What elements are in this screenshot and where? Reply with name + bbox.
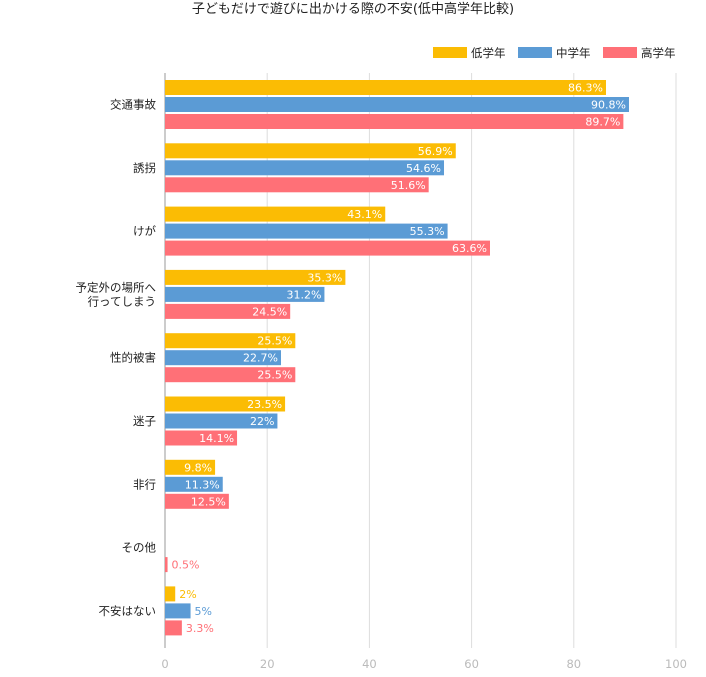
chart-title: 子どもだけで遊びに出かける際の不安(低中高学年比較) [192, 1, 514, 17]
data-label-1-3: 89.7% [585, 116, 620, 129]
bar-9-3 [165, 620, 182, 636]
category-label-7: 非行 [133, 477, 156, 491]
legend-label-1: 低学年 [471, 46, 506, 60]
data-label-9-1: 2% [179, 588, 196, 601]
x-tick-label-80: 80 [566, 657, 581, 671]
category-label-3: けが [133, 224, 156, 238]
x-axis-ticks: 0 20 40 60 80 100 [161, 657, 687, 671]
data-label-2-2: 54.6% [406, 162, 441, 175]
bar-2-2 [165, 160, 445, 176]
bar-7-3 [165, 493, 229, 509]
data-label-2-3: 51.6% [391, 179, 426, 192]
bar-1-2 [165, 97, 629, 112]
data-label-5-1: 25.5% [257, 335, 292, 348]
data-label-6-1: 23.5% [247, 398, 282, 411]
x-tick-label-60: 60 [464, 657, 479, 671]
legend-label-3: 高学年 [641, 46, 676, 60]
bar-5-3 [165, 367, 296, 383]
legend-swatch-2 [518, 47, 552, 58]
data-label-9-2: 5% [195, 605, 212, 618]
data-label-4-1: 35.3% [307, 271, 342, 284]
category-label-4-line-2: 行ってしまう [88, 294, 156, 308]
bar-4-3 [165, 303, 291, 319]
legend: 低学年 中学年 高学年 [433, 46, 676, 60]
category-label-1: 交通事故 [110, 98, 156, 112]
bar-6-1 [165, 396, 286, 412]
data-label-3-1: 43.1% [347, 208, 382, 221]
data-label-9-3: 3.3% [186, 622, 214, 635]
bar-2-3 [165, 177, 429, 193]
x-tick-label-40: 40 [362, 657, 377, 671]
data-label-4-3: 24.5% [252, 305, 287, 318]
x-tick-label-0: 0 [161, 657, 168, 671]
data-label-5-3: 25.5% [257, 369, 292, 382]
bar-6-3 [165, 430, 238, 446]
data-label-1-1: 86.3% [568, 82, 603, 95]
x-tick-label-100: 100 [665, 657, 687, 671]
category-label-5: 性的被害 [110, 351, 156, 365]
legend-swatch-1 [433, 47, 467, 58]
bar-3-2 [165, 223, 448, 239]
category-label-9: 不安はない [99, 604, 157, 618]
data-label-6-3: 14.1% [199, 432, 234, 445]
bar-5-2 [165, 350, 281, 366]
data-label-6-2: 22% [250, 415, 274, 428]
legend-label-2: 中学年 [556, 46, 591, 60]
data-label-4-2: 31.2% [286, 288, 321, 301]
data-label-2-1: 56.9% [418, 145, 453, 158]
x-tick-label-20: 20 [260, 657, 275, 671]
bar-8-3 [165, 557, 168, 573]
bar-4-1 [165, 269, 346, 285]
bar-7-1 [165, 459, 216, 475]
data-label-1-2: 90.8% [591, 99, 626, 112]
data-label-7-1: 9.8% [184, 461, 212, 474]
bars: 86.3% 90.8% 89.7% 56.9% 54.6% 51.6% 43.1% 55.3%… [165, 80, 629, 636]
data-label-7-3: 12.5% [191, 495, 226, 508]
category-label-8: その他 [122, 541, 157, 555]
bar-6-2 [165, 413, 278, 429]
bar-4-2 [165, 286, 325, 302]
category-label-4-line-1: 予定外の場所へ [76, 280, 157, 294]
bar-9-2 [165, 603, 191, 619]
bar-9-1 [165, 586, 176, 602]
bar-1-1 [165, 80, 606, 95]
category-label-2: 誘拐 [133, 161, 156, 175]
bar-5-1 [165, 333, 296, 349]
bar-3-3 [165, 240, 490, 256]
data-label-8-3: 0.5% [172, 559, 200, 572]
category-label-6: 迷子 [133, 414, 156, 428]
bar-2-1 [165, 143, 456, 159]
bar-7-2 [165, 476, 223, 492]
legend-swatch-3 [603, 47, 637, 58]
data-label-3-3: 63.6% [452, 242, 487, 255]
data-label-7-2: 11.3% [185, 478, 220, 491]
bar-1-3 [165, 114, 624, 129]
data-label-5-2: 22.7% [243, 352, 278, 365]
bar-3-1 [165, 206, 386, 222]
data-label-3-2: 55.3% [410, 225, 445, 238]
